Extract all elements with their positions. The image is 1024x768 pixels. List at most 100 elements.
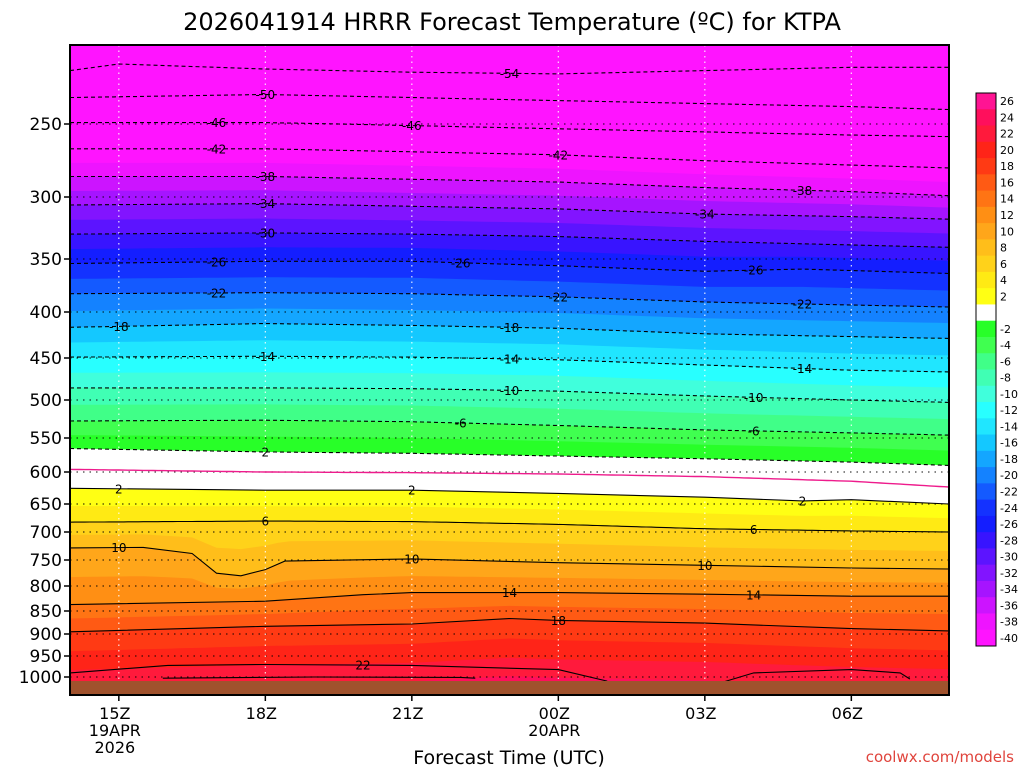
contour-label: 6 [750,523,758,537]
colorbar-swatch [976,580,996,598]
colorbar-tick-label: -18 [1000,453,1018,466]
x-tick-label: 15Z [99,704,130,723]
credit-text: coolwx.com/models [866,748,1014,766]
colorbar-legend: 26 24 22 20 18 16 14 12 10 8 6 4 2 -2 -4 -6 -8 -10 -12 -14 -… [975,92,1018,647]
y-tick-label: 400 [30,303,62,323]
colorbar-tick-label: -10 [1000,388,1018,401]
colorbar-swatch [976,255,996,273]
colorbar-swatch [976,304,996,322]
contour-label: -46 [402,119,422,133]
isotherm-6-16 [70,520,949,533]
contour-label: 6 [262,515,270,529]
y-tick-label: 600 [30,463,62,483]
colorbar-tick-label: 4 [1000,274,1007,287]
y-tick-label: 850 [30,602,62,622]
colorbar-tick-label: 26 [1000,95,1014,108]
isotherm-2-15 [70,487,949,505]
colorbar-swatch [976,597,996,614]
contour-label: -14 [793,362,813,376]
contour-label: -50 [256,88,276,102]
colorbar-tick-label: -38 [1000,616,1018,629]
colorbar-tick-label: -28 [1000,534,1018,547]
colorbar-swatch [976,515,996,533]
contour-label: -22 [207,286,227,300]
contour-label: -42 [207,142,227,156]
ground-surface [70,681,949,695]
colorbar-tick-label: -14 [1000,420,1018,433]
contour-label: 2 [408,484,416,498]
isotherm-22-20 [70,663,608,682]
contour-label: 10 [404,552,419,566]
y-tick-label: 950 [30,647,62,667]
contour-label: -26 [451,256,471,270]
plot-area [70,45,949,695]
colorbar-tick-label: 14 [1000,193,1014,206]
y-tick-label: 250 [30,115,62,135]
colorbar-swatch [976,353,996,370]
contour-label: -34 [695,208,715,222]
colorbar-swatch [976,499,996,517]
contour-label: 14 [746,588,761,602]
x-tick-label: 2026 [94,738,135,757]
x-tick-label: 20APR [528,721,580,740]
contour-label: -22 [549,290,569,304]
contour-label: -10 [744,391,764,405]
colorbar-tick-label: 22 [1000,128,1014,141]
colorbar-tick-label: 10 [1000,225,1014,238]
contour-label: 2 [115,482,123,496]
colorbar-tick-label: -16 [1000,437,1018,450]
y-tick-label: 300 [30,188,62,208]
isotherm-line-22 [162,676,476,679]
colorbar-swatch [976,467,996,484]
contour-label: -38 [793,184,813,198]
colorbar-swatch [976,223,996,240]
contour-label: 14 [502,586,517,600]
contour-label: -46 [207,116,227,130]
colorbar-tick-label: 24 [1000,111,1014,124]
contour-label: -26 [207,255,227,269]
colorbar-tick-label: 8 [1000,242,1007,255]
contour-label: -54 [500,67,520,81]
colorbar-tick-label: -36 [1000,599,1018,612]
colorbar-swatch [976,629,996,647]
colorbar-tick-label: 16 [1000,177,1014,190]
contour-label: 10 [111,541,126,555]
y-tick-label: 500 [30,391,62,411]
x-tick-label: 19APR [89,721,141,740]
x-tick-label: 21Z [392,704,423,723]
colorbar-tick-label: -20 [1000,469,1018,482]
colorbar-tick-label: 12 [1000,209,1014,222]
contour-label: -22 [793,297,813,311]
contour-label: -18 [109,320,129,334]
colorbar-tick-label: -2 [1000,323,1011,336]
contour-label: -38 [256,170,276,184]
colorbar-tick-label: -6 [1000,355,1011,368]
x-tick-label: 00Z [539,704,570,723]
colorbar-swatch [976,613,996,631]
contour-label: -6 [455,416,467,430]
colorbar-swatch [976,125,996,143]
colorbar-tick-label: 2 [1000,290,1007,303]
colorbar-tick-label: -22 [1000,486,1018,499]
x-tick-label: 06Z [832,704,863,723]
y-tick-label: 350 [30,250,62,270]
isotherm-10-17 [70,546,949,577]
isotherm-line-14 [70,468,949,488]
colorbar-swatch [976,336,996,354]
contour-label: -6 [748,424,760,438]
contour-label: -14 [256,350,276,364]
colorbar-swatch [976,450,996,468]
colorbar-swatch [976,141,996,159]
contour-label: -18 [500,321,520,335]
isotherm-14-18 [70,592,949,606]
colorbar-tick-label: -24 [1000,502,1018,515]
colorbar-swatch [976,483,996,501]
y-tick-label: 450 [30,349,62,369]
colorbar-swatch [976,206,996,224]
contour-label: -26 [744,264,764,278]
colorbar-tick-label: -26 [1000,518,1018,531]
colorbar-tick-label: 18 [1000,160,1014,173]
colorbar-swatch [976,385,996,403]
colorbar-swatch [976,190,996,208]
contour-label: 10 [697,559,712,573]
